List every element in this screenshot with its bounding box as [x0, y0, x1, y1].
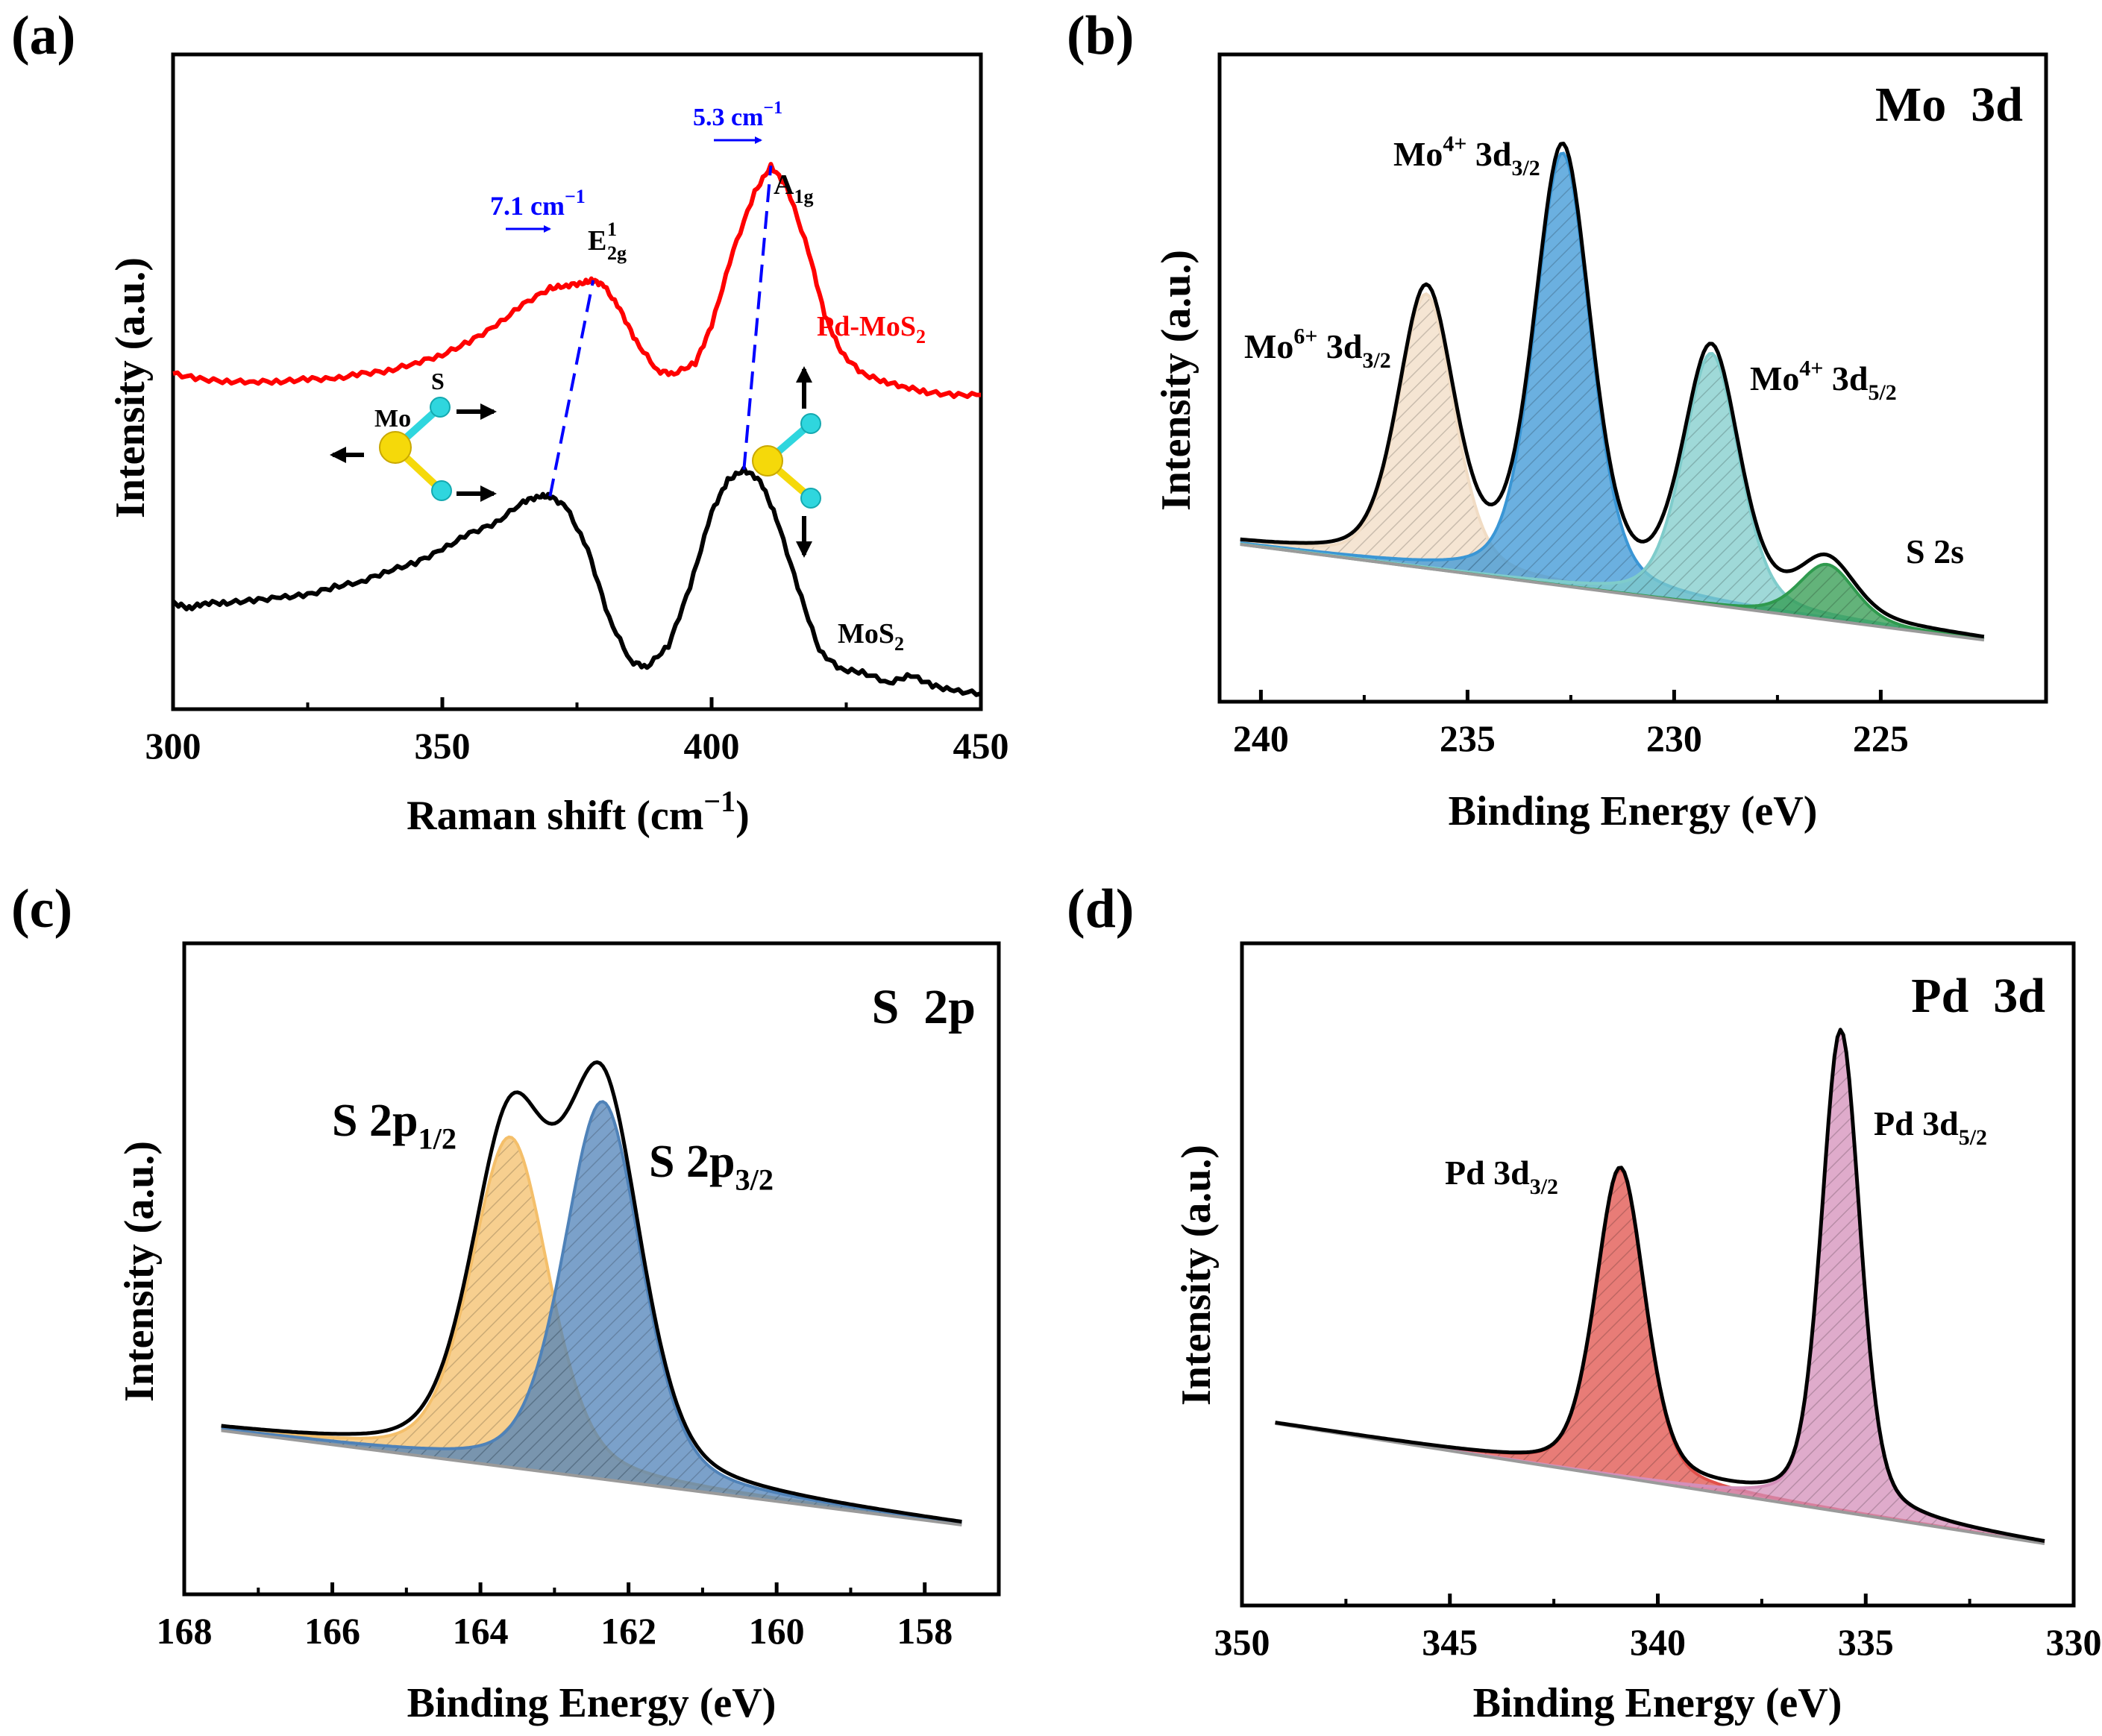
- x-tick-label: 450: [953, 725, 1009, 767]
- x-axis-title-b: Binding Energy (eV): [1449, 788, 1818, 834]
- y-axis-title-d: Intensity (a.u.): [1173, 1145, 1220, 1406]
- peak-fills-b: [1240, 142, 1985, 642]
- background-line: [221, 1429, 962, 1526]
- x-tick-label: 164: [453, 1610, 509, 1652]
- x-tick-label: 330: [2046, 1621, 2102, 1663]
- atom-label-s: S: [431, 368, 445, 394]
- x-tick-label: 162: [600, 1610, 656, 1652]
- plot-frame-b: [1217, 52, 2048, 704]
- x-tick-label: 345: [1422, 1621, 1478, 1663]
- peak-outline-1: [221, 1100, 962, 1525]
- series-line-pd-mos2: [172, 162, 982, 400]
- x-tick-label: 350: [1214, 1621, 1270, 1663]
- x-tick-label: 160: [749, 1610, 805, 1652]
- peak-label-3: S 2s: [1906, 532, 1964, 570]
- peak-hatch-1: [1240, 153, 1984, 641]
- peak-label-0: S 2p1/2: [332, 1095, 457, 1155]
- x-ticks-b: 240 235 230 225: [1233, 690, 1909, 759]
- y-axis-label-a: Intensity (a.u.): [107, 257, 154, 518]
- x-tick-label: 300: [145, 725, 201, 767]
- x-tick-label: 340: [1630, 1621, 1686, 1663]
- peak-shift-line-a1g: [742, 165, 773, 470]
- mode-label-a1g: A1g: [774, 169, 813, 207]
- panel-title-d: Pd 3d: [1911, 969, 2045, 1023]
- peak-fill-0: [1275, 1169, 2045, 1544]
- shift-annotation-a1g: 5.3 cm−1: [693, 98, 782, 144]
- s-atom-upper-2: [800, 413, 821, 434]
- peak-label-0: Mo6+ 3d3/2: [1244, 324, 1391, 373]
- panel-d: (d) 350 345 340 335 330 Pd 3d Intensity (a.u…: [1067, 878, 2102, 1726]
- series-label-mos2: MoS2: [838, 618, 904, 655]
- panel-label-d: (d): [1067, 878, 1134, 940]
- peak-hatch-0: [1275, 1169, 2045, 1544]
- panel-label-a: (a): [11, 5, 75, 66]
- x-tick-label: 158: [897, 1610, 953, 1652]
- x-tick-label: 240: [1233, 717, 1289, 759]
- mo-atom-2: [752, 445, 783, 477]
- peak-label-2: Mo4+ 3d5/2: [1750, 356, 1897, 405]
- panel-a: (a) 300 350 400 450 Intensity (a.u.) Raman …: [11, 5, 1009, 839]
- x-tick-label: 166: [304, 1610, 360, 1652]
- x-tick-label: 335: [1838, 1621, 1894, 1663]
- x-tick-label: 225: [1853, 717, 1909, 759]
- shift-label-e2g: 7.1 cm−1: [490, 186, 586, 221]
- panel-label-b: (b): [1067, 5, 1134, 66]
- peak-label-0: Pd 3d3/2: [1445, 1154, 1558, 1199]
- background-line: [1275, 1421, 2045, 1545]
- x-tick-label: 235: [1440, 717, 1496, 759]
- panel-c: (c) 168 166 164 162 160 158 S 2p Intensity (a…: [11, 878, 1001, 1726]
- peak-labels-c: S 2p1/2 S 2p3/2: [332, 1095, 774, 1196]
- mo-atom: [379, 431, 412, 464]
- x-tick-label: 230: [1646, 717, 1702, 759]
- background-line: [1240, 543, 1985, 642]
- panel-title-c: S 2p: [872, 980, 976, 1034]
- x-ticks-c: 168 166 164 162 160 158: [157, 1582, 953, 1652]
- peak-label-1: S 2p3/2: [649, 1136, 774, 1196]
- peak-hatch-0: [1240, 294, 1984, 641]
- series-label-pd-mos2: Pd-MoS2: [817, 311, 926, 347]
- x-axis-title-a: Raman shift (cm−1): [407, 784, 750, 839]
- peak-hatch-1: [1275, 1031, 2045, 1544]
- x-ticks-d: 350 345 340 335 330: [1214, 1594, 2102, 1663]
- peak-label-1: Pd 3d5/2: [1874, 1104, 1987, 1150]
- x-ticks-a: 300 350 400 450: [145, 697, 1009, 767]
- a1g-vibration-schematic: [752, 366, 821, 558]
- panel-b: (b) 240 235 230 225 Mo 3d Intensity (a.u.) …: [1067, 5, 2048, 834]
- atom-label-mo: Mo: [374, 405, 411, 433]
- peak-labels-b: Mo6+ 3d3/2 Mo4+ 3d3/2 Mo4+ 3d5/2 S 2s: [1244, 132, 1964, 570]
- e2g-vibration-schematic: Mo S: [330, 368, 497, 502]
- envelope-line: [1275, 1028, 2045, 1543]
- y-axis-title-b: Intensity (a.u.): [1153, 250, 1199, 511]
- x-tick-label: 400: [684, 725, 740, 767]
- s-atom-lower-2: [800, 488, 821, 509]
- envelope-line: [221, 1060, 962, 1524]
- peak-fills-d: [1275, 1028, 2045, 1545]
- peak-labels-d: Pd 3d3/2 Pd 3d5/2: [1445, 1104, 1987, 1199]
- peak-shift-line-e2g: [548, 280, 595, 497]
- panel-label-c: (c): [11, 878, 72, 940]
- panel-title-b: Mo 3d: [1875, 78, 2023, 132]
- plot-frame-c: [182, 941, 1001, 1597]
- s-atom-upper: [430, 397, 451, 418]
- x-tick-label: 350: [415, 725, 471, 767]
- peak-fills-c: [221, 1060, 962, 1526]
- shift-label-a1g: 5.3 cm−1: [693, 98, 782, 131]
- y-axis-title-a: Intensity (a.u.): [107, 257, 154, 518]
- mode-label-e2g: E1 2g: [588, 218, 627, 264]
- peak-outline-0: [1275, 1168, 2045, 1545]
- x-axis-title-d: Binding Energy (eV): [1473, 1680, 1842, 1726]
- shift-annotation-e2g: 7.1 cm−1: [490, 186, 586, 233]
- peak-hatch-1: [221, 1101, 962, 1525]
- curves-a: [171, 162, 982, 697]
- x-tick-label: 168: [157, 1610, 213, 1652]
- peak-label-1: Mo4+ 3d3/2: [1393, 132, 1540, 180]
- plot-frame-d: [1240, 941, 2076, 1608]
- series-line-mos2: [171, 465, 982, 697]
- envelope-line: [1240, 142, 1985, 639]
- x-axis-title-c: Binding Energy (eV): [407, 1680, 777, 1726]
- y-axis-title-c: Intensity (a.u.): [116, 1141, 163, 1402]
- s-atom-lower: [431, 480, 452, 501]
